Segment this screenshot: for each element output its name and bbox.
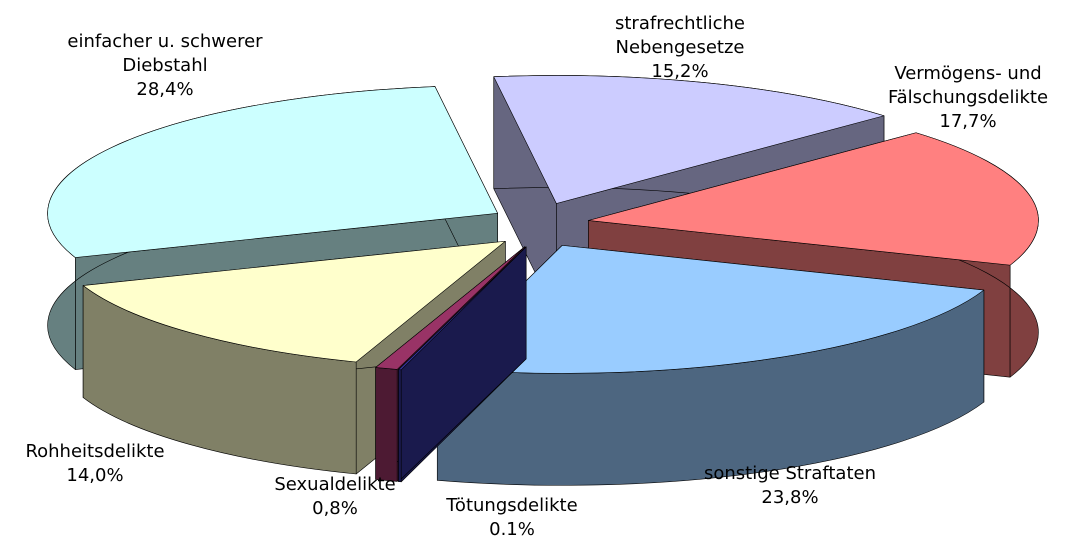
slice-label: Vermögens- und Fälschungsdelikte 17,7% — [853, 62, 1065, 134]
value-label: 0,8% — [312, 498, 358, 519]
slice-wall — [375, 367, 398, 482]
slice-label: sonstige Straftaten 23,8% — [660, 462, 920, 510]
slice — [398, 246, 527, 483]
category-label: Sexualdelikte — [274, 474, 396, 495]
slice-label: strafrechtliche Nebengesetze 15,2% — [585, 12, 775, 84]
value-label: 28,4% — [136, 79, 194, 100]
slice-top — [436, 245, 985, 374]
slice-top — [398, 246, 527, 371]
slice — [436, 245, 985, 486]
value-label: 17,7% — [939, 111, 997, 132]
value-label: 15,2% — [651, 61, 709, 82]
slice-label: Rohheitsdelikte 14,0% — [0, 440, 195, 488]
slice-label: einfacher u. schwerer Diebstahl 28,4% — [30, 30, 300, 102]
category-label: einfacher u. schwerer Diebstahl — [67, 31, 263, 76]
slice-wall — [398, 369, 402, 483]
value-label: 0.1% — [489, 519, 535, 540]
slice-label: Sexualdelikte 0,8% — [245, 473, 425, 521]
slice-top — [375, 246, 526, 370]
slice-top — [82, 240, 506, 363]
category-label: Vermögens- und Fälschungsdelikte — [887, 63, 1049, 108]
slice-top — [588, 132, 1039, 266]
category-label: sonstige Straftaten — [703, 463, 877, 484]
slice-top — [493, 75, 885, 204]
slice-top — [47, 86, 498, 258]
value-label: 14,0% — [66, 465, 124, 486]
category-label: Rohheitsdelikte — [25, 441, 165, 462]
slice-label: Tötungsdelikte 0.1% — [412, 494, 612, 542]
category-label: strafrechtliche Nebengesetze — [614, 13, 746, 58]
category-label: Tötungsdelikte — [446, 495, 578, 516]
value-label: 23,8% — [761, 487, 819, 508]
